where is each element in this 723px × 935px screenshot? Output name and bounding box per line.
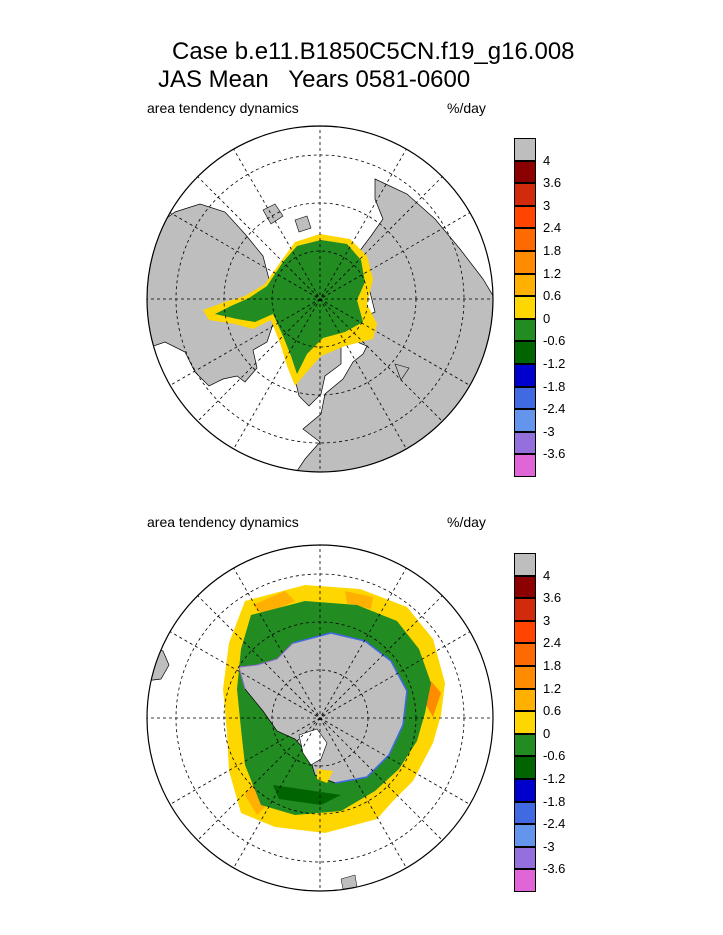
colorbar-swatch bbox=[514, 688, 536, 712]
colorbar-tick-label: -3 bbox=[543, 423, 555, 439]
colorbar-tick-label: 2.4 bbox=[543, 635, 562, 651]
colorbar-swatch bbox=[514, 431, 536, 455]
arctic-island bbox=[394, 363, 410, 381]
colorbar-swatch bbox=[514, 846, 536, 870]
colorbar-tick-label: -2.4 bbox=[543, 816, 566, 832]
colorbar-swatch bbox=[514, 341, 536, 364]
colorbar-tick-label: -1.2 bbox=[543, 356, 566, 371]
map-boundary bbox=[146, 125, 494, 473]
colorbar-tick-label: 3 bbox=[543, 197, 551, 213]
ice-tendency-orange-patch bbox=[345, 591, 373, 609]
colorbar-tick-label: 1.8 bbox=[543, 243, 562, 258]
north-panel-label: area tendency dynamics bbox=[147, 100, 299, 116]
colorbar-swatch bbox=[514, 779, 536, 802]
colorbar-tick-label: -2.4 bbox=[543, 401, 566, 417]
south-colorbar bbox=[514, 553, 538, 892]
map-boundary bbox=[146, 544, 494, 892]
colorbar-tick-label: -0.6 bbox=[543, 748, 566, 764]
colorbar-tick-label: -3 bbox=[543, 838, 555, 854]
colorbar-tick-label: 0.6 bbox=[543, 703, 562, 719]
colorbar-swatch bbox=[514, 364, 536, 387]
arctic-island bbox=[262, 203, 284, 225]
colorbar-swatch bbox=[514, 711, 536, 734]
colorbar-swatch bbox=[514, 273, 536, 297]
ice-tendency-small-positive bbox=[317, 769, 333, 783]
colorbar-swatch bbox=[514, 160, 536, 184]
colorbar-tick-label: 2.4 bbox=[543, 220, 562, 236]
north-panel-units: %/day bbox=[447, 100, 486, 116]
ice-edge-rim-purple bbox=[238, 642, 294, 690]
colorbar-tick-label: -3.6 bbox=[543, 446, 566, 462]
colorbar-tick-label: -3.6 bbox=[543, 861, 566, 877]
colorbar-swatch bbox=[514, 553, 536, 576]
colorbar-tick-label: -0.6 bbox=[543, 333, 566, 349]
graticule bbox=[147, 126, 493, 472]
colorbar-swatch bbox=[514, 409, 536, 432]
north-colorbar bbox=[514, 138, 538, 477]
colorbar-swatch bbox=[514, 386, 536, 410]
south-panel-units: %/day bbox=[447, 514, 486, 530]
colorbar-swatch bbox=[514, 228, 536, 251]
colorbar-swatch bbox=[514, 251, 536, 274]
colorbar-tick-label: 0.6 bbox=[543, 288, 562, 304]
colorbar-swatch bbox=[514, 138, 536, 161]
colorbar-swatch bbox=[514, 869, 536, 892]
colorbar-tick-label: 1.2 bbox=[543, 265, 562, 281]
colorbar-tick-label: 1.2 bbox=[543, 680, 562, 696]
colorbar-swatch bbox=[514, 575, 536, 599]
figure-title-period: JAS Mean Years 0581-0600 bbox=[158, 66, 471, 93]
colorbar-tick-label: 4 bbox=[543, 152, 551, 168]
ice-tendency-negative bbox=[215, 240, 365, 374]
colorbar-tick-label: 3.6 bbox=[543, 590, 562, 606]
colorbar-tick-label: -1.2 bbox=[543, 771, 566, 786]
colorbar-swatch bbox=[514, 296, 536, 319]
colorbar-tick-label: 3.6 bbox=[543, 175, 562, 191]
ice-tendency-orange-patch bbox=[245, 783, 267, 815]
arctic-island bbox=[294, 215, 312, 233]
colorbar-tick-label: -1.8 bbox=[543, 793, 566, 809]
colorbar-tick-label: 3 bbox=[543, 612, 551, 628]
colorbar-tick-label: 0 bbox=[543, 310, 551, 326]
colorbar-swatch bbox=[514, 318, 536, 342]
arctic-polar-map bbox=[146, 125, 494, 473]
antarctic-polar-map bbox=[146, 544, 494, 892]
colorbar-swatch bbox=[514, 801, 536, 825]
north-america-landmass bbox=[147, 203, 278, 387]
south-panel-label: area tendency dynamics bbox=[147, 514, 299, 530]
colorbar-swatch bbox=[514, 666, 536, 689]
colorbar-swatch bbox=[514, 205, 536, 229]
graticule bbox=[147, 545, 493, 891]
colorbar-swatch bbox=[514, 824, 536, 847]
colorbar-swatch bbox=[514, 756, 536, 779]
colorbar-tick-label: 1.8 bbox=[543, 658, 562, 673]
colorbar-swatch bbox=[514, 620, 536, 644]
colorbar-tick-label: 4 bbox=[543, 567, 551, 583]
colorbar-swatch bbox=[514, 454, 536, 477]
figure-title-case: Case b.e11.B1850C5CN.f19_g16.008 bbox=[172, 38, 575, 65]
ice-tendency-dark-patch bbox=[273, 785, 341, 805]
colorbar-swatch bbox=[514, 598, 536, 621]
ice-tendency-orange-patch bbox=[253, 591, 295, 615]
colorbar-swatch bbox=[514, 183, 536, 206]
colorbar-tick-label: -1.8 bbox=[543, 378, 566, 394]
colorbar-swatch bbox=[514, 733, 536, 757]
ice-edge-rim bbox=[292, 632, 408, 784]
colorbar-swatch bbox=[514, 643, 536, 666]
colorbar-tick-label: 0 bbox=[543, 725, 551, 741]
